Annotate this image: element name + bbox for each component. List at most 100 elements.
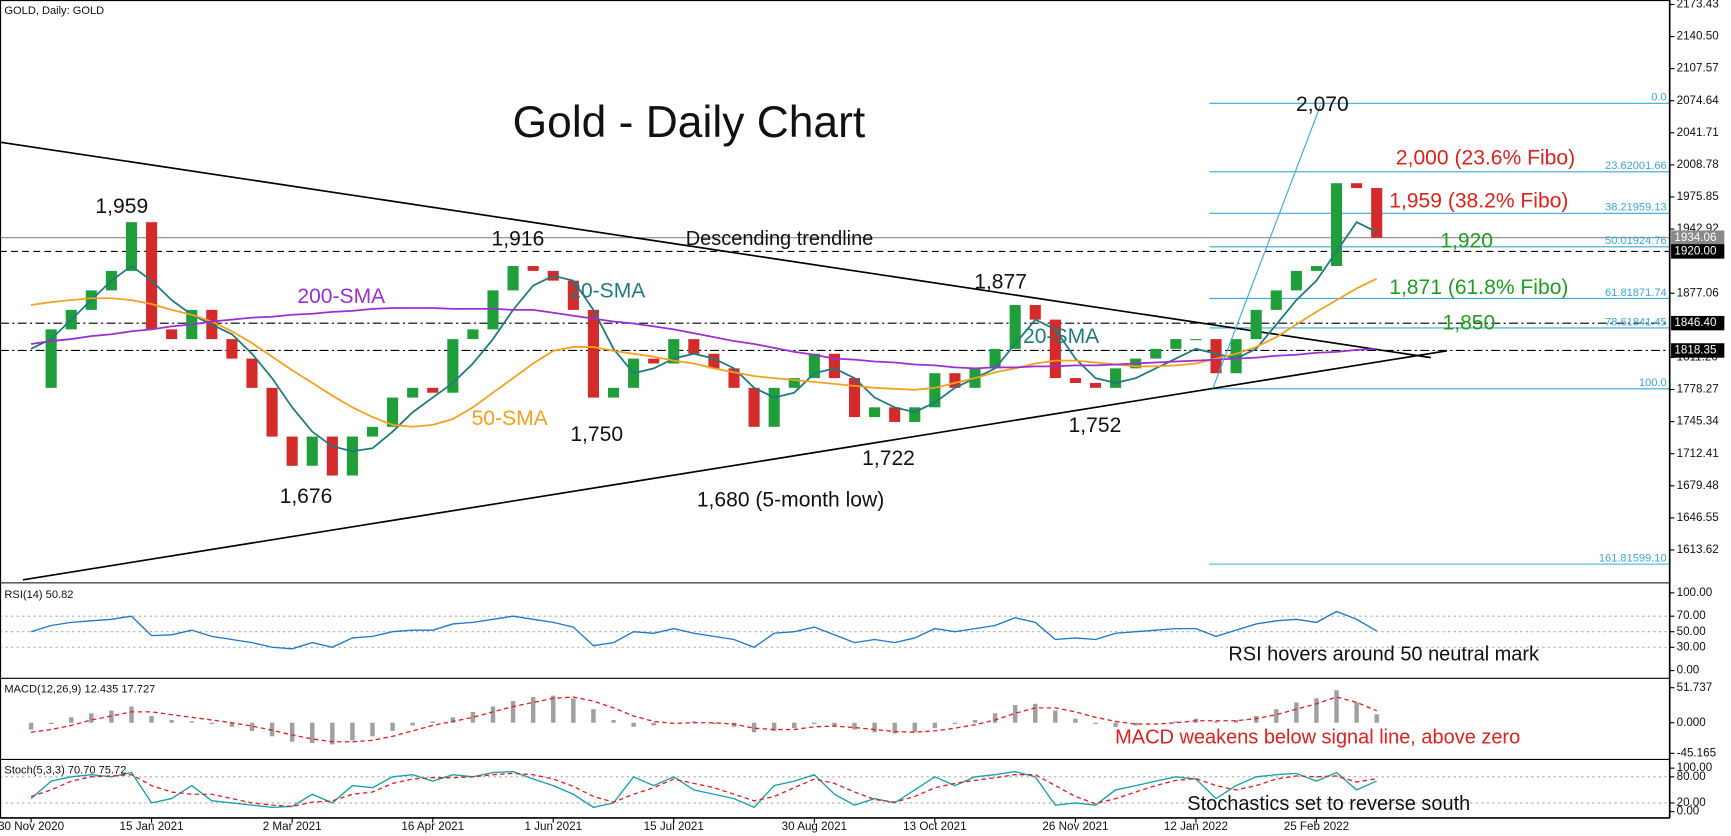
- macd-bar: [912, 722, 917, 733]
- y-tick-label: 1613.62: [1677, 543, 1719, 556]
- x-tick-label: 2 Mar 2021: [263, 820, 322, 833]
- x-tick-label: 1 Jun 2021: [524, 820, 582, 833]
- y-tick-label: 2140.50: [1677, 30, 1720, 43]
- candle: [668, 339, 680, 364]
- y-tick-label: 2107.57: [1677, 62, 1719, 75]
- trendline: [0, 141, 1432, 359]
- candle: [286, 436, 298, 466]
- macd-bar: [1233, 720, 1239, 723]
- price-level-box: [1671, 230, 1725, 245]
- macd-bar: [892, 722, 897, 734]
- y-tick-label: 30.00: [1677, 640, 1707, 653]
- candle: [788, 378, 800, 388]
- macd-bar: [189, 721, 194, 723]
- stoch-label: Stoch(5,3,3) 70.70 75.72: [4, 764, 126, 776]
- sma-line: [30, 307, 1377, 370]
- y-tick-label: 1975.85: [1677, 190, 1719, 203]
- y-tick-label: 2041.71: [1677, 126, 1719, 139]
- macd-bar: [370, 722, 375, 737]
- annotation: 2,070: [1296, 93, 1349, 116]
- annotation: 1,676: [280, 485, 333, 508]
- macd-bar: [1314, 698, 1319, 723]
- macd-bar: [89, 713, 94, 723]
- candle: [427, 387, 439, 393]
- candle: [949, 373, 961, 388]
- macd-bar: [1133, 722, 1138, 726]
- sma-label: 20-SMA: [1023, 325, 1100, 348]
- candle: [1150, 348, 1162, 359]
- macd-bar: [591, 709, 596, 723]
- candle: [708, 353, 720, 369]
- macd-bar: [1173, 721, 1179, 723]
- macd-bar: [530, 697, 536, 723]
- macd-bar: [390, 722, 395, 731]
- fib-diagonal: [1212, 105, 1321, 389]
- macd-bar: [1073, 718, 1078, 723]
- macd-bar: [1354, 702, 1359, 723]
- x-tick-label: 13 Oct 2021: [903, 820, 966, 833]
- macd-bar: [832, 722, 837, 726]
- macd-bar: [229, 722, 235, 727]
- fib-label: 38.21959.13: [1605, 202, 1667, 214]
- sma-line: [30, 277, 1378, 428]
- fib-label: 0.0: [1651, 92, 1666, 104]
- fib-label: 50.01924.76: [1605, 235, 1667, 247]
- fib-label: 61.81871.74: [1605, 287, 1667, 299]
- y-tick-label: -45.165: [1677, 746, 1716, 759]
- annotation: 1,916: [492, 227, 545, 250]
- fib-label: 23.62001.66: [1605, 160, 1667, 172]
- macd-bar: [1113, 722, 1118, 727]
- y-tick-label: 1778.27: [1677, 383, 1719, 396]
- candle: [346, 436, 358, 476]
- stoch-k: [30, 770, 1377, 809]
- y-tick-label: 80.00: [1677, 770, 1707, 783]
- candle: [889, 407, 901, 422]
- candle: [768, 387, 780, 427]
- macd-bar: [1294, 702, 1299, 723]
- annotation: 1,871 (61.8% Fibo): [1389, 276, 1568, 299]
- candle: [527, 266, 539, 271]
- candle: [587, 309, 599, 398]
- annotation: 1,920: [1440, 230, 1493, 253]
- y-tick-label: 1745.34: [1677, 415, 1720, 428]
- fib-label: 161.81599.10: [1599, 552, 1667, 564]
- rsi-label: RSI(14) 50.82: [4, 589, 73, 601]
- macd-bar: [551, 695, 556, 723]
- macd-bar: [470, 711, 476, 723]
- annotation: 1,750: [570, 423, 623, 446]
- x-tick-label: 26 Nov 2021: [1042, 820, 1108, 833]
- rsi-annotation: RSI hovers around 50 neutral mark: [1228, 643, 1540, 665]
- macd-bar: [631, 722, 636, 727]
- macd-bar: [731, 722, 737, 727]
- candle: [1089, 382, 1102, 388]
- macd-bar: [269, 722, 275, 737]
- candle: [125, 222, 138, 271]
- candle: [728, 368, 740, 388]
- annotation: 1,959 (38.2% Fibo): [1389, 190, 1568, 213]
- candle: [387, 397, 399, 427]
- annotation: 1,722: [862, 447, 915, 470]
- macd-bar: [330, 722, 335, 745]
- candle: [226, 339, 238, 359]
- macd-bar: [410, 722, 415, 726]
- macd-bar: [872, 722, 877, 733]
- candle: [306, 436, 318, 466]
- candle: [507, 266, 519, 291]
- y-tick-label: 1646.55: [1677, 511, 1719, 524]
- macd-bar: [490, 706, 496, 723]
- x-tick-label: 15 Jan 2021: [120, 820, 184, 833]
- macd-bar: [1012, 705, 1018, 723]
- candle: [146, 222, 158, 330]
- macd-bar: [651, 722, 656, 726]
- price-level-box: [1671, 343, 1725, 358]
- candle: [166, 329, 178, 340]
- macd-bar: [28, 722, 34, 730]
- price-level-label: 1934.06: [1674, 231, 1716, 244]
- macd-bar: [1334, 690, 1339, 723]
- candle: [828, 353, 840, 379]
- candle: [848, 378, 861, 418]
- candle: [447, 339, 459, 393]
- y-tick-label: 51.737: [1677, 681, 1713, 694]
